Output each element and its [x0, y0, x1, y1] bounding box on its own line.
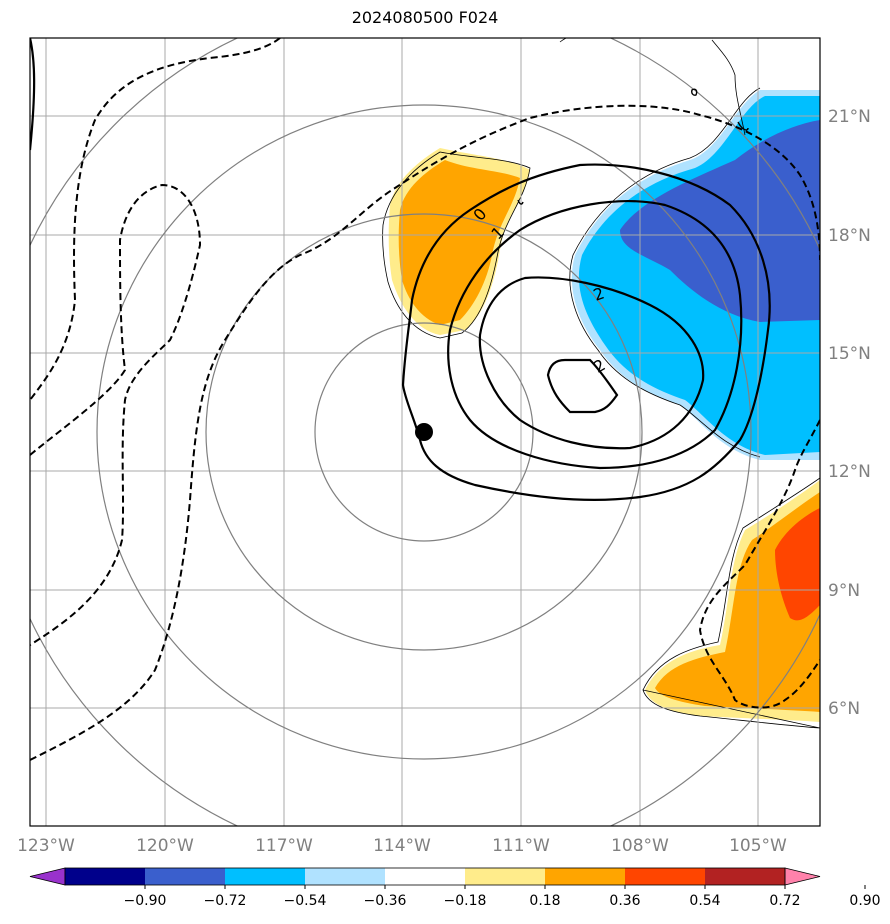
colorbar-tick-label: 0.72	[769, 893, 800, 909]
colorbar-tick-label: −0.90	[124, 893, 167, 909]
colorbar-segment	[65, 868, 146, 885]
lon-label-108w: 108°W	[611, 836, 669, 856]
shaded-outlines	[382, 38, 820, 729]
contour-0	[401, 163, 771, 501]
colorbar-tick-label: −0.36	[364, 893, 407, 909]
colorbar-tick-label: −0.72	[204, 893, 247, 909]
lon-label-105w: 105°W	[729, 836, 787, 856]
colorbar-segment	[145, 868, 226, 885]
lat-label-18n: 18°N	[828, 226, 871, 246]
lon-label-117w: 117°W	[255, 836, 313, 856]
lat-label-15n: 15°N	[828, 344, 871, 364]
colorbar-ticks: −0.90 −0.72 −0.54 −0.36 −0.18 0.18 0.36 0.54 0.7…	[124, 885, 881, 909]
colorbar	[29, 867, 821, 886]
colorbar-frame	[64, 867, 786, 886]
lat-label-9n: 9°N	[828, 581, 860, 601]
range-rings	[30, 38, 820, 826]
colorbar-tick-label: −0.18	[444, 893, 487, 909]
lon-label-111w: 111°W	[492, 836, 550, 856]
lat-label-6n: 6°N	[828, 699, 860, 719]
lon-label-123w: 123°W	[17, 836, 75, 856]
colorbar-tick-label: 0.90	[849, 893, 880, 909]
solid-contours	[30, 38, 771, 501]
colorbar-tick-label: 0.36	[609, 893, 640, 909]
colorbar-segment	[305, 868, 386, 885]
colorbar-segment	[385, 868, 466, 885]
colorbar-segment	[625, 868, 706, 885]
lon-label-114w: 114°W	[373, 836, 431, 856]
storm-center-dot	[415, 423, 433, 441]
latitude-labels: 21°N 18°N 15°N 12°N 9°N 6°N	[828, 107, 871, 719]
contour-2	[478, 276, 705, 450]
lat-label-21n: 21°N	[828, 107, 871, 127]
shaded-field-positive-southeast	[645, 480, 820, 722]
colorbar-extend-low	[29, 867, 66, 886]
colorbar-extend-high	[784, 867, 821, 886]
contour-2-inner	[546, 358, 619, 414]
lat-label-12n: 12°N	[828, 462, 871, 482]
colorbar-tick-label: −0.54	[284, 893, 327, 909]
range-ring-1	[314, 322, 534, 542]
colorbar-segment	[465, 868, 546, 885]
colorbar-segment	[225, 868, 306, 885]
colorbar-tick-label: 0.54	[689, 893, 720, 909]
range-ring-2	[205, 213, 643, 651]
map-title: 2024080500 F024	[351, 8, 499, 27]
lon-label-120w: 120°W	[136, 836, 194, 856]
contour-1	[447, 200, 743, 470]
colorbar-segment	[545, 868, 626, 885]
graticule	[30, 38, 820, 826]
colorbar-tick-label: 0.18	[529, 893, 560, 909]
colorbar-segment	[705, 868, 786, 885]
range-ring-3	[96, 104, 752, 760]
plot-frame	[29, 37, 821, 827]
dashed-contours	[30, 38, 820, 761]
longitude-labels: 123°W 120°W 117°W 114°W 111°W 108°W 105°…	[17, 836, 787, 856]
